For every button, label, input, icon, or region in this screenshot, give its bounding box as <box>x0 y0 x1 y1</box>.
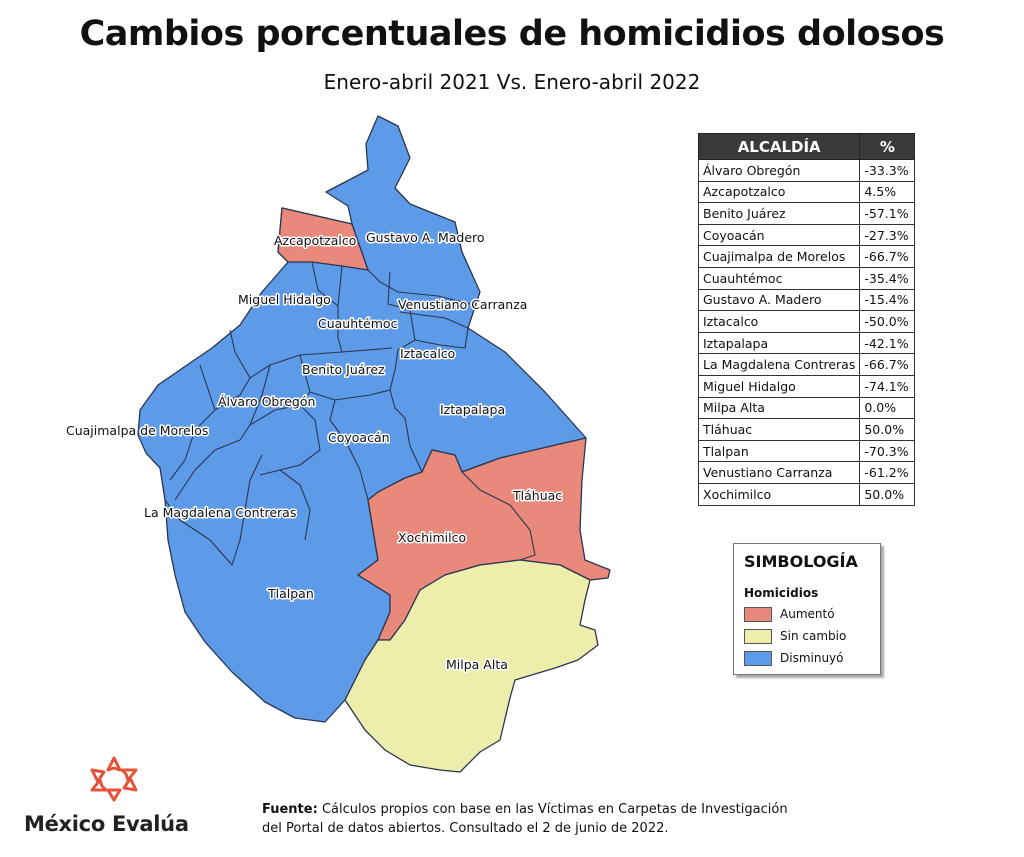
source-line-1: Fuente: Cálculos propios con base en las… <box>262 800 902 819</box>
logo-brand-text: México Evalúa <box>24 812 189 836</box>
map-label-benito-juarez: Benito Juárez <box>302 362 385 377</box>
page-title: Cambios porcentuales de homicidios dolos… <box>79 14 945 54</box>
source-note: Fuente: Cálculos propios con base en las… <box>262 800 902 838</box>
table-row: Álvaro Obregón -33.3% <box>697 159 916 182</box>
table-header-pct: % <box>859 133 916 160</box>
map-label-azcapotzalco: Azcapotzalco <box>274 233 356 248</box>
source-label: Fuente: <box>262 802 318 817</box>
map-label-cuajimalpa: Cuajimalpa de Morelos <box>66 423 208 438</box>
table-row: Gustavo A. Madero -15.4% <box>697 288 916 312</box>
table-row: Tláhuac 50.0% <box>697 418 916 441</box>
legend-item-sin-cambio: Sin cambio <box>744 628 846 644</box>
row-name: Cuauhtémoc <box>697 266 861 290</box>
table-row: Venustiano Carranza -61.2% <box>697 461 916 484</box>
map-label-magdalena-contreras: La Magdalena Contreras <box>144 505 296 520</box>
legend-item-aumento: Aumentó <box>744 606 835 622</box>
map-label-iztapalapa: Iztapalapa <box>440 402 505 417</box>
legend-title: SIMBOLOGÍA <box>744 552 858 571</box>
row-name: Miguel Hidalgo <box>697 374 861 398</box>
row-pct: -66.7% <box>859 245 916 268</box>
row-name: Tlalpan <box>697 439 861 463</box>
legend-label: Disminuyó <box>780 651 844 665</box>
table-row: Milpa Alta 0.0% <box>697 396 916 420</box>
legend-subtitle: Homicidios <box>744 586 819 600</box>
table-row: La Magdalena Contreras -66.7% <box>697 353 916 376</box>
row-pct: -66.7% <box>859 353 916 376</box>
map-label-venustiano-carranza: Venustiano Carranza <box>398 297 527 312</box>
row-name: Milpa Alta <box>697 396 861 420</box>
alcaldias-table: ALCALDÍA % Álvaro Obregón -33.3% Azcapotz… <box>697 133 916 506</box>
map-label-iztacalco: Iztacalco <box>400 346 455 361</box>
map-region-milpa-alta <box>344 559 599 773</box>
table-body: Álvaro Obregón -33.3% Azcapotzalco 4.5% Be… <box>697 159 916 506</box>
map-label-tlalpan: Tlalpan <box>267 586 314 601</box>
table-header-alcaldia: ALCALDÍA <box>697 133 861 160</box>
table-row: Azcapotzalco 4.5% <box>697 180 916 204</box>
mexico-evalua-logo: México Evalúa <box>24 754 204 844</box>
row-name: Azcapotzalco <box>697 180 861 204</box>
legend: SIMBOLOGÍA Homicidios Aumentó Sin cambio… <box>733 543 881 675</box>
table-row: Iztacalco -50.0% <box>697 310 916 333</box>
row-pct: 50.0% <box>859 482 916 506</box>
source-line-2: del Portal de datos abiertos. Consultado… <box>262 821 669 836</box>
row-pct: 50.0% <box>859 418 916 441</box>
row-pct: -70.3% <box>859 439 916 463</box>
source-text-1: Cálculos propios con base en las Víctima… <box>321 802 788 817</box>
map-label-alvaro-obregon: Álvaro Obregón <box>218 394 315 409</box>
map-label-xochimilco: Xochimilco <box>398 530 466 545</box>
map-label-tlahuac: Tláhuac <box>512 488 562 503</box>
row-name: Benito Juárez <box>697 202 861 225</box>
table-row: Tlalpan -70.3% <box>697 439 916 463</box>
row-name: La Magdalena Contreras <box>697 353 861 376</box>
map-label-miguel-hidalgo: Miguel Hidalgo <box>238 292 331 307</box>
map-label-cuauhtemoc: Cuauhtémoc <box>318 316 398 331</box>
row-name: Coyoacán <box>697 223 861 247</box>
map-label-gustavo-a-madero: Gustavo A. Madero <box>366 230 485 245</box>
row-name: Cuajimalpa de Morelos <box>697 245 861 268</box>
table-row: Miguel Hidalgo -74.1% <box>697 374 916 398</box>
table-row: Iztapalapa -42.1% <box>697 331 916 355</box>
row-pct: -61.2% <box>859 461 916 484</box>
row-name: Venustiano Carranza <box>697 461 861 484</box>
row-pct: -50.0% <box>859 310 916 333</box>
legend-swatch-sin-cambio <box>744 628 772 644</box>
page-subtitle: Enero-abril 2021 Vs. Enero-abril 2022 <box>323 70 701 94</box>
row-name: Álvaro Obregón <box>697 159 861 182</box>
row-name: Iztacalco <box>697 310 861 333</box>
legend-label: Aumentó <box>780 607 835 621</box>
row-pct: -42.1% <box>859 331 916 355</box>
table-row: Benito Juárez -57.1% <box>697 202 916 225</box>
row-pct: -27.3% <box>859 223 916 247</box>
row-pct: -74.1% <box>859 374 916 398</box>
table-header-row: ALCALDÍA % <box>697 133 916 160</box>
row-pct: -15.4% <box>859 288 916 312</box>
map-label-milpa-alta: Milpa Alta <box>446 657 508 672</box>
legend-swatch-aumento <box>744 606 772 622</box>
row-name: Gustavo A. Madero <box>697 288 861 312</box>
row-name: Tláhuac <box>697 418 861 441</box>
map-internal-borders <box>164 223 536 566</box>
row-pct: -35.4% <box>859 266 916 290</box>
table-row: Coyoacán -27.3% <box>697 223 916 247</box>
table-row: Cuauhtémoc -35.4% <box>697 266 916 290</box>
row-pct: 4.5% <box>859 180 916 204</box>
row-pct: 0.0% <box>859 396 916 420</box>
row-pct: -33.3% <box>859 159 916 182</box>
star-burst-logo-icon <box>90 756 138 802</box>
legend-swatch-disminuyo <box>744 650 772 666</box>
row-pct: -57.1% <box>859 202 916 225</box>
row-name: Xochimilco <box>697 482 861 506</box>
legend-label: Sin cambio <box>780 629 847 643</box>
legend-item-disminuyo: Disminuyó <box>744 650 844 666</box>
table-row: Cuajimalpa de Morelos -66.7% <box>697 245 916 268</box>
table-row: Xochimilco 50.0% <box>697 482 916 506</box>
row-name: Iztapalapa <box>697 331 861 355</box>
map-label-coyoacan: Coyoacán <box>328 430 390 445</box>
